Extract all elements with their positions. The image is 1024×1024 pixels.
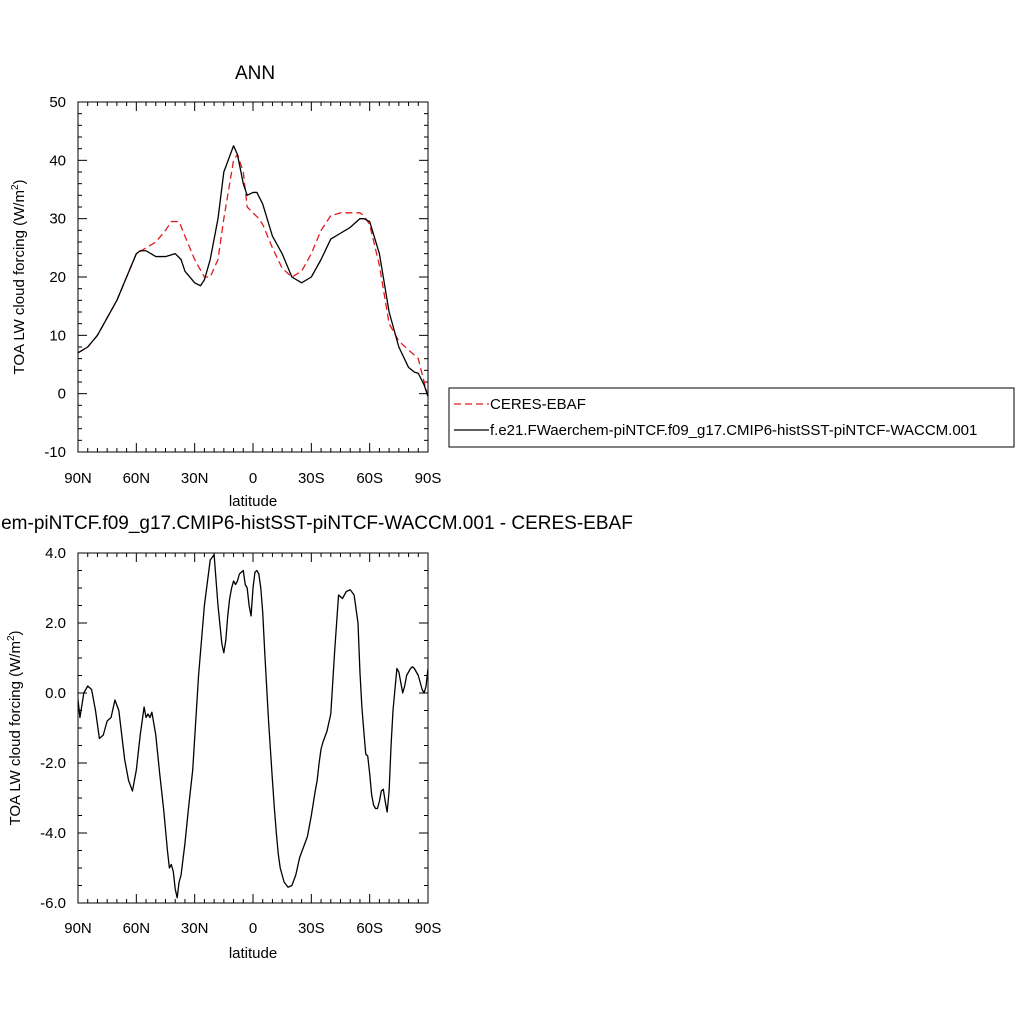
y-tick-label: -6.0 bbox=[40, 895, 66, 912]
y-axis-label-main: TOA LW cloud forcing (W/m bbox=[11, 190, 28, 375]
x-tick-label: 30N bbox=[181, 470, 209, 487]
y-axis-label: TOA LW cloud forcing (W/m2) bbox=[10, 179, 28, 374]
x-axis-label: latitude bbox=[229, 493, 277, 510]
series-line-f-e21-fwaerchem-pintcf-f09-g17 bbox=[78, 145, 428, 397]
chart-panel-2: 90N 60N 30N 0 30S 60S 90S -6.0 -4.0 -2.0 0.0 2.0 4.0… bbox=[0, 513, 633, 962]
x-tick-label: 0 bbox=[249, 470, 257, 487]
y-axis-label-main: TOA LW cloud forcing (W/m bbox=[7, 641, 24, 826]
plot-frame bbox=[77, 101, 429, 453]
y-axis-label: TOA LW cloud forcing (W/m2) bbox=[6, 630, 24, 825]
chart-panel-1: 90N 60N 30N 0 30S 60S 90S -10 0 10 20 30 40 50 ANN lati… bbox=[10, 63, 1015, 510]
x-tick-label: 90N bbox=[64, 920, 92, 937]
x-tick-label: 30N bbox=[181, 920, 209, 937]
series-line-difference bbox=[78, 554, 428, 899]
y-tick-label: 30 bbox=[49, 211, 66, 228]
legend-label: CERES-EBAF bbox=[490, 396, 586, 413]
x-tick-label: 90N bbox=[64, 470, 92, 487]
y-tick-label: 0 bbox=[58, 386, 66, 403]
y-tick-label: 50 bbox=[49, 94, 66, 111]
x-tick-label: 30S bbox=[298, 470, 325, 487]
y-tick-label: 20 bbox=[49, 269, 66, 286]
x-tick-label: 60S bbox=[356, 470, 383, 487]
x-tick-label: 30S bbox=[298, 920, 325, 937]
legend-label: f.e21.FWaerchem-piNTCF.f09_g17.CMIP6-his… bbox=[490, 422, 977, 439]
y-tick-label: -2.0 bbox=[40, 755, 66, 772]
y-axis-label-close: ) bbox=[11, 179, 28, 184]
y-tick-label: -4.0 bbox=[40, 825, 66, 842]
x-tick-label: 60N bbox=[123, 920, 151, 937]
y-axis-label-close: ) bbox=[7, 630, 24, 635]
y-axis-label-superscript: 2 bbox=[6, 635, 17, 641]
x-tick-label: 0 bbox=[249, 920, 257, 937]
x-tick-label: 90S bbox=[415, 470, 442, 487]
y-tick-label: -10 bbox=[44, 444, 66, 461]
series-line-ceres-ebaf bbox=[78, 153, 428, 397]
y-axis-label-superscript: 2 bbox=[10, 184, 21, 190]
x-tick-label: 60S bbox=[356, 920, 383, 937]
chart-title: ANN bbox=[235, 63, 275, 84]
x-tick-label: 60N bbox=[123, 470, 151, 487]
y-tick-label: 2.0 bbox=[45, 615, 66, 632]
plot-frame bbox=[77, 552, 429, 904]
y-tick-label: 4.0 bbox=[45, 545, 66, 562]
x-axis-label: latitude bbox=[229, 945, 277, 962]
chart-title: f.e21.FWaerchem-piNTCF.f09_g17.CMIP6-his… bbox=[0, 513, 633, 534]
y-tick-label: 0.0 bbox=[45, 685, 66, 702]
legend: CERES-EBAF f.e21.FWaerchem-piNTCF.f09_g17… bbox=[448, 387, 1015, 448]
legend-box bbox=[448, 387, 1015, 448]
x-tick-label: 90S bbox=[415, 920, 442, 937]
y-tick-label: 40 bbox=[49, 152, 66, 169]
y-tick-label: 10 bbox=[49, 327, 66, 344]
